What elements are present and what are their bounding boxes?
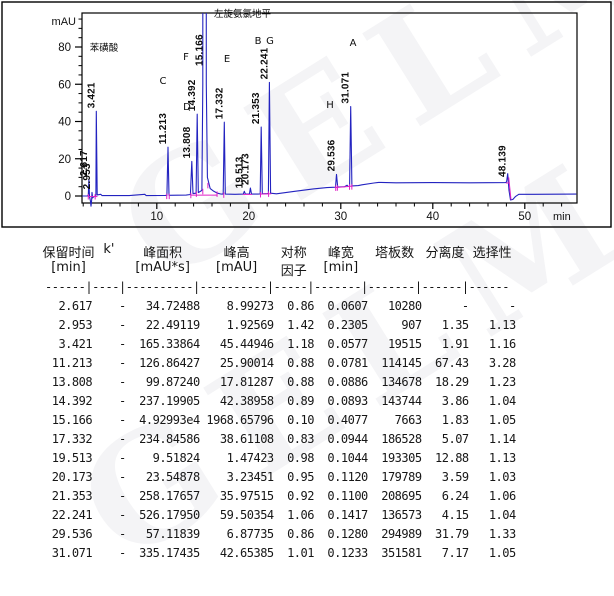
compound-name-label: 苯磺酸 (90, 42, 119, 54)
component-letter-label: H (326, 100, 334, 111)
col-subheader: [mAU] (216, 260, 257, 275)
x-tick-label: 50 (518, 211, 531, 223)
peak-rt-label: 48.139 (498, 145, 509, 177)
table-row: 19.513 - 9.51824 1.47423 0.98 0.1044 193… (45, 449, 516, 468)
integration-baseline-marks (88, 177, 511, 199)
col-subheader: 因子 (281, 260, 307, 279)
col-subheader: [mAU*s] (135, 260, 190, 275)
x-tick-label: 10 (150, 211, 163, 223)
col-header: 分离度 (426, 242, 465, 261)
peak-rt-label: 21.353 (251, 92, 262, 124)
col-header: 峰高 (224, 242, 250, 261)
col-header: 峰面积 (143, 242, 182, 261)
component-letter-label: G (266, 36, 274, 47)
y-tick-label: 0 (65, 191, 71, 203)
col-subheader: [min] (51, 260, 86, 275)
table-row: 22.241 - 526.17950 59.50354 1.06 0.1417 … (45, 506, 516, 525)
peak-rt-label: 17.332 (214, 87, 225, 119)
peak-rt-label: 31.071 (341, 72, 352, 104)
component-letter-label: F (183, 52, 189, 63)
peak-rt-label: 11.213 (158, 113, 169, 144)
y-tick-label: 40 (58, 117, 71, 129)
table-row: 15.166 - 4.92993e4 1968.65796 0.10 0.407… (45, 411, 516, 430)
x-axis-unit-label: min (553, 211, 571, 223)
hplc-report-page: { "watermark_text": "GELM", "chart_data"… (0, 0, 614, 565)
y-tick-label: 80 (58, 42, 71, 54)
y-axis-unit-label: mAU (52, 16, 77, 28)
peak-rt-label: 2.953 (82, 163, 93, 189)
x-tick-label: 40 (426, 211, 439, 223)
col-header: 选择性 (473, 242, 512, 261)
table-row: 11.213 - 126.86427 25.90014 0.88 0.0781 … (45, 354, 516, 373)
component-letter-label: E (224, 54, 230, 65)
component-letter-label: A (350, 38, 357, 49)
col-subheader: [min] (324, 260, 359, 275)
table-separator: ------|----|----------|----------|-----|… (45, 278, 516, 297)
col-header: 峰宽 (328, 242, 354, 261)
chart-outer-border (2, 2, 611, 227)
peak-rt-label: 22.241 (259, 47, 270, 79)
component-letter-label: B (255, 36, 262, 47)
y-tick-label: 60 (58, 79, 71, 91)
table-row: 20.173 - 23.54878 3.23451 0.95 0.1120 17… (45, 468, 516, 487)
peak-rt-label: 20.173 (240, 153, 251, 185)
compound-name-label: 左旋氨氯地平 (214, 8, 272, 20)
col-header: 保留时间 (43, 242, 95, 261)
table-row: 13.808 - 99.87240 17.81287 0.88 0.0886 1… (45, 373, 516, 392)
table-row: 2.953 - 22.49119 1.92569 1.42 0.2305 907… (45, 316, 516, 335)
peak-rt-label: 15.166 (194, 34, 205, 66)
axis-ticks (75, 19, 562, 209)
peak-rt-label: 3.421 (86, 82, 97, 108)
table-row: 21.353 - 258.17657 35.97515 0.92 0.1100 … (45, 487, 516, 506)
col-header: k' (103, 242, 114, 257)
peak-rt-label: 29.536 (327, 139, 338, 171)
results-table-body: ------|----|----------|----------|-----|… (45, 278, 516, 563)
x-tick-label: 30 (334, 211, 347, 223)
peak-rt-label: 13.808 (182, 126, 193, 158)
component-letter-label: D (183, 102, 191, 113)
table-row: 31.071 - 335.17435 42.65385 1.01 0.1233 … (45, 544, 516, 563)
table-row: 3.421 - 165.33864 45.44946 1.18 0.0577 1… (45, 335, 516, 354)
y-tick-label: 20 (58, 154, 71, 166)
table-row: 29.536 - 57.11839 6.87735 0.86 0.1280 29… (45, 525, 516, 544)
table-row: 2.617 - 34.72488 8.99273 0.86 0.0607 102… (45, 297, 516, 316)
col-header: 塔板数 (375, 242, 414, 261)
results-table: 保留时间 k' 峰面积 峰高 对称 峰宽 塔板数分离度选择性 [min] [mAU*s] [mAU… (0, 240, 614, 565)
axis-labels: 10 20 30 40 50 0 20 40 60 80 mAU min (52, 16, 571, 223)
table-row: 14.392 - 237.19905 42.38958 0.89 0.0893 … (45, 392, 516, 411)
col-header: 对称 (281, 242, 307, 261)
table-row: 17.332 - 234.84586 38.61108 0.83 0.0944 … (45, 430, 516, 449)
x-tick-label: 20 (242, 211, 255, 223)
component-letter-label: C (160, 76, 167, 87)
